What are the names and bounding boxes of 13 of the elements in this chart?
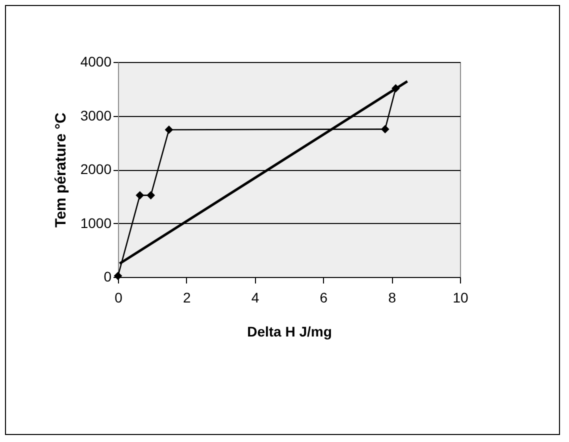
x-tick-label: 8 xyxy=(388,290,396,306)
y-tick-label: 0 xyxy=(104,268,112,284)
x-tick-label: 6 xyxy=(320,290,328,306)
y-tick-label: 4000 xyxy=(80,54,112,70)
y-tick-label: 1000 xyxy=(80,214,112,231)
x-axis-title: Delta H J/mg xyxy=(247,324,332,340)
y-axis-title: Tem pérature °C xyxy=(52,112,70,228)
x-tick-label: 4 xyxy=(251,290,260,306)
y-tick-label: 2000 xyxy=(80,161,112,177)
x-tick-label: 0 xyxy=(114,290,123,306)
x-tick-label: 2 xyxy=(183,290,191,306)
x-tick-label: 10 xyxy=(452,290,468,306)
y-tick-label: 3000 xyxy=(80,107,112,124)
